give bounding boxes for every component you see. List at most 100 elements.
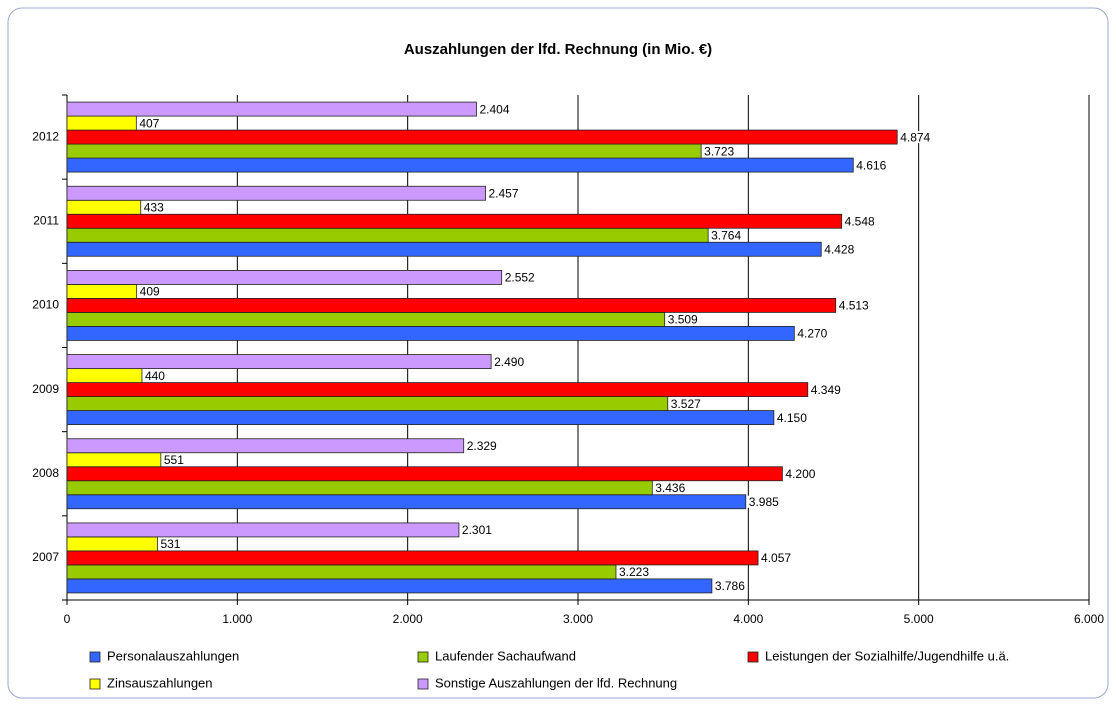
data-label: 2.490 (494, 355, 524, 369)
data-label-bg (486, 187, 521, 200)
legend-label: Laufender Sachaufwand (435, 648, 576, 663)
legend-swatch (747, 651, 759, 663)
x-tick-label: 2.000 (393, 612, 423, 626)
data-label-bg (502, 271, 537, 284)
data-label: 531 (160, 537, 180, 551)
data-label: 4.428 (824, 242, 854, 256)
data-label-bg (653, 481, 688, 494)
data-label-bg (842, 215, 877, 228)
data-label: 4.874 (900, 130, 930, 144)
bar (66, 382, 809, 397)
bar (66, 241, 822, 257)
data-label: 409 (140, 285, 160, 299)
data-label-bg (464, 439, 499, 452)
bar (66, 185, 486, 201)
data-label: 433 (144, 200, 164, 214)
bar (66, 494, 747, 510)
bar (66, 298, 837, 313)
y-tick-label: 2007 (32, 550, 59, 564)
data-label: 4.513 (839, 299, 869, 313)
data-label-bg (137, 117, 162, 130)
data-label: 3.509 (668, 313, 698, 327)
data-label: 551 (164, 453, 184, 467)
data-label-bg (141, 201, 166, 214)
data-label-bg (808, 383, 843, 396)
legend-swatch (417, 678, 429, 690)
data-label: 3.436 (655, 481, 685, 495)
legend-swatch (417, 651, 429, 663)
data-label-bg (746, 495, 781, 508)
data-label-bg (142, 369, 167, 382)
y-tick-label: 2009 (32, 382, 59, 396)
legend-label: Personalauszahlungen (107, 648, 239, 663)
data-label-bg (158, 537, 183, 550)
data-label: 2.552 (505, 271, 535, 285)
bar (66, 452, 162, 468)
bar (66, 564, 617, 580)
legend-swatch (89, 678, 101, 690)
data-label-bg (702, 145, 737, 158)
data-label-bg (459, 523, 494, 536)
data-label: 3.223 (619, 565, 649, 579)
data-label: 4.057 (761, 551, 791, 565)
bar (66, 354, 492, 369)
bar (66, 213, 843, 229)
data-label: 3.764 (711, 228, 741, 242)
bar (66, 578, 713, 594)
data-label-bg (709, 229, 744, 242)
legend-label: Zinsauszahlungen (107, 675, 213, 690)
data-label-bg (898, 131, 933, 144)
data-label: 3.723 (704, 144, 734, 158)
data-label-bg (492, 355, 527, 368)
x-tick-label: 0 (64, 612, 71, 626)
bar (66, 522, 460, 538)
data-label: 3.786 (715, 579, 745, 593)
bar (66, 101, 477, 117)
bar (66, 227, 709, 243)
x-tick-label: 3.000 (563, 612, 593, 626)
data-label-bg (161, 453, 186, 466)
bar (66, 326, 795, 341)
bar (66, 199, 142, 215)
legend-swatch (89, 651, 101, 663)
bar (66, 480, 653, 496)
data-label: 4.548 (845, 214, 875, 228)
data-label: 4.200 (785, 467, 815, 481)
data-label: 2.301 (462, 523, 492, 537)
chart-title: Auszahlungen der lfd. Rechnung (in Mio. … (404, 41, 712, 58)
bar (66, 550, 759, 566)
data-label: 2.457 (489, 186, 519, 200)
x-tick-label: 4.000 (733, 612, 763, 626)
bar (66, 438, 465, 454)
y-tick-label: 2008 (32, 466, 59, 480)
bar (66, 312, 666, 327)
bar (66, 129, 898, 145)
data-label-bg (665, 313, 700, 326)
data-label-bg (712, 579, 747, 592)
data-label: 3.527 (671, 397, 701, 411)
data-label-bg (477, 103, 512, 116)
data-label: 4.349 (811, 383, 841, 397)
y-tick-label: 2011 (33, 213, 59, 227)
data-label-bg (137, 285, 162, 298)
bar (66, 466, 783, 482)
data-label-bg (795, 327, 830, 340)
data-label-bg (854, 159, 889, 172)
data-label-bg (836, 299, 871, 312)
legend-label: Sonstige Auszahlungen der lfd. Rechnung (435, 675, 677, 690)
data-label-bg (774, 411, 809, 424)
data-label-bg (783, 467, 818, 480)
y-tick-label: 2010 (32, 298, 59, 312)
bar (66, 115, 137, 131)
x-tick-label: 1.000 (222, 612, 252, 626)
data-label-bg (668, 397, 703, 410)
bar (66, 368, 143, 383)
x-tick-label: 6.000 (1074, 612, 1104, 626)
bar (66, 143, 702, 159)
data-label: 2.329 (467, 439, 497, 453)
bar (66, 157, 854, 173)
bar (66, 536, 158, 552)
data-label: 407 (139, 116, 159, 130)
